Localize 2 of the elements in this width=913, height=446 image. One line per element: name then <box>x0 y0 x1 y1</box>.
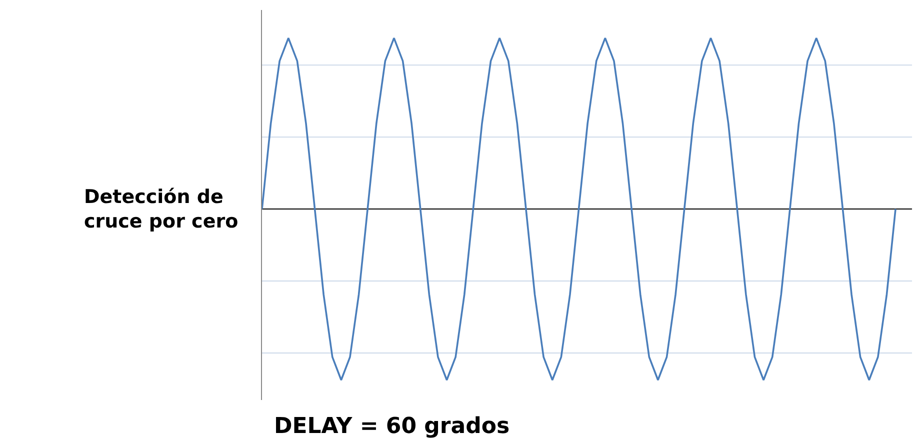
text: Detección de cruce por cero <box>84 186 238 233</box>
text: DELAY = 60 grados <box>274 414 510 439</box>
